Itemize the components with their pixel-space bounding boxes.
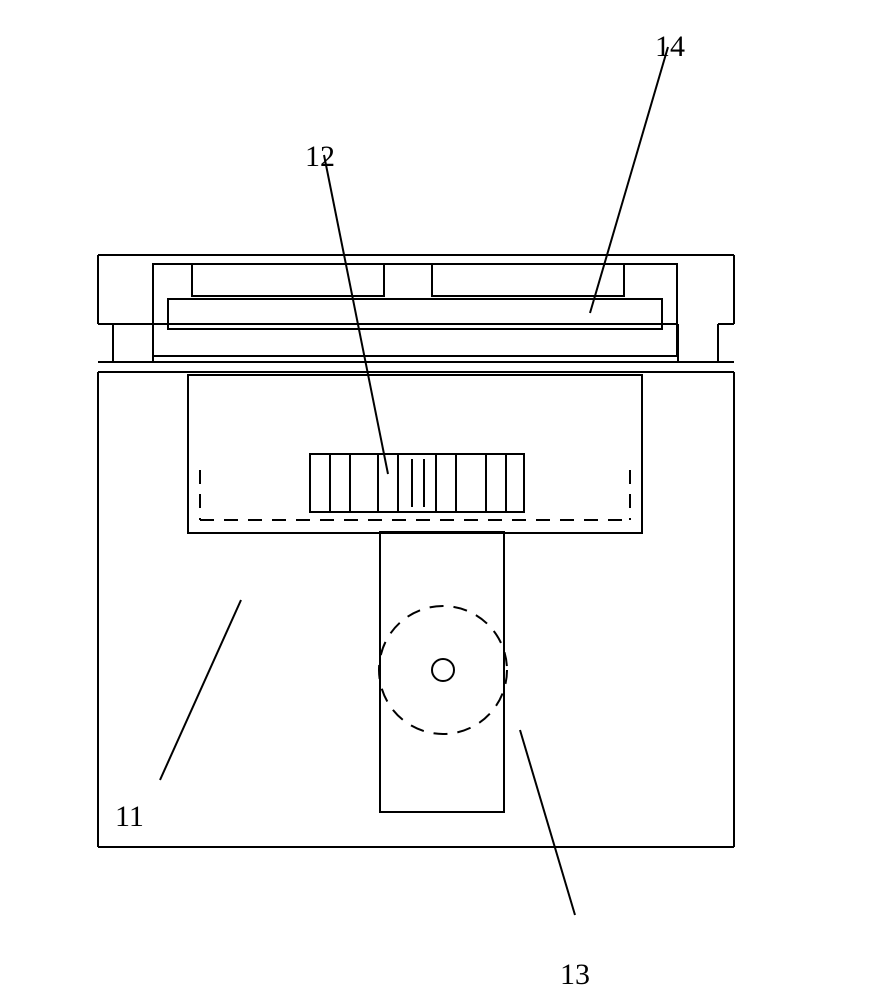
callout-slot_panel: 14 [655,30,685,64]
callout-body_frame: 11 [115,800,144,834]
callout-inner_slots: 12 [305,140,335,174]
diagram-canvas [0,0,872,1000]
callout-motor_blower: 13 [560,958,590,992]
